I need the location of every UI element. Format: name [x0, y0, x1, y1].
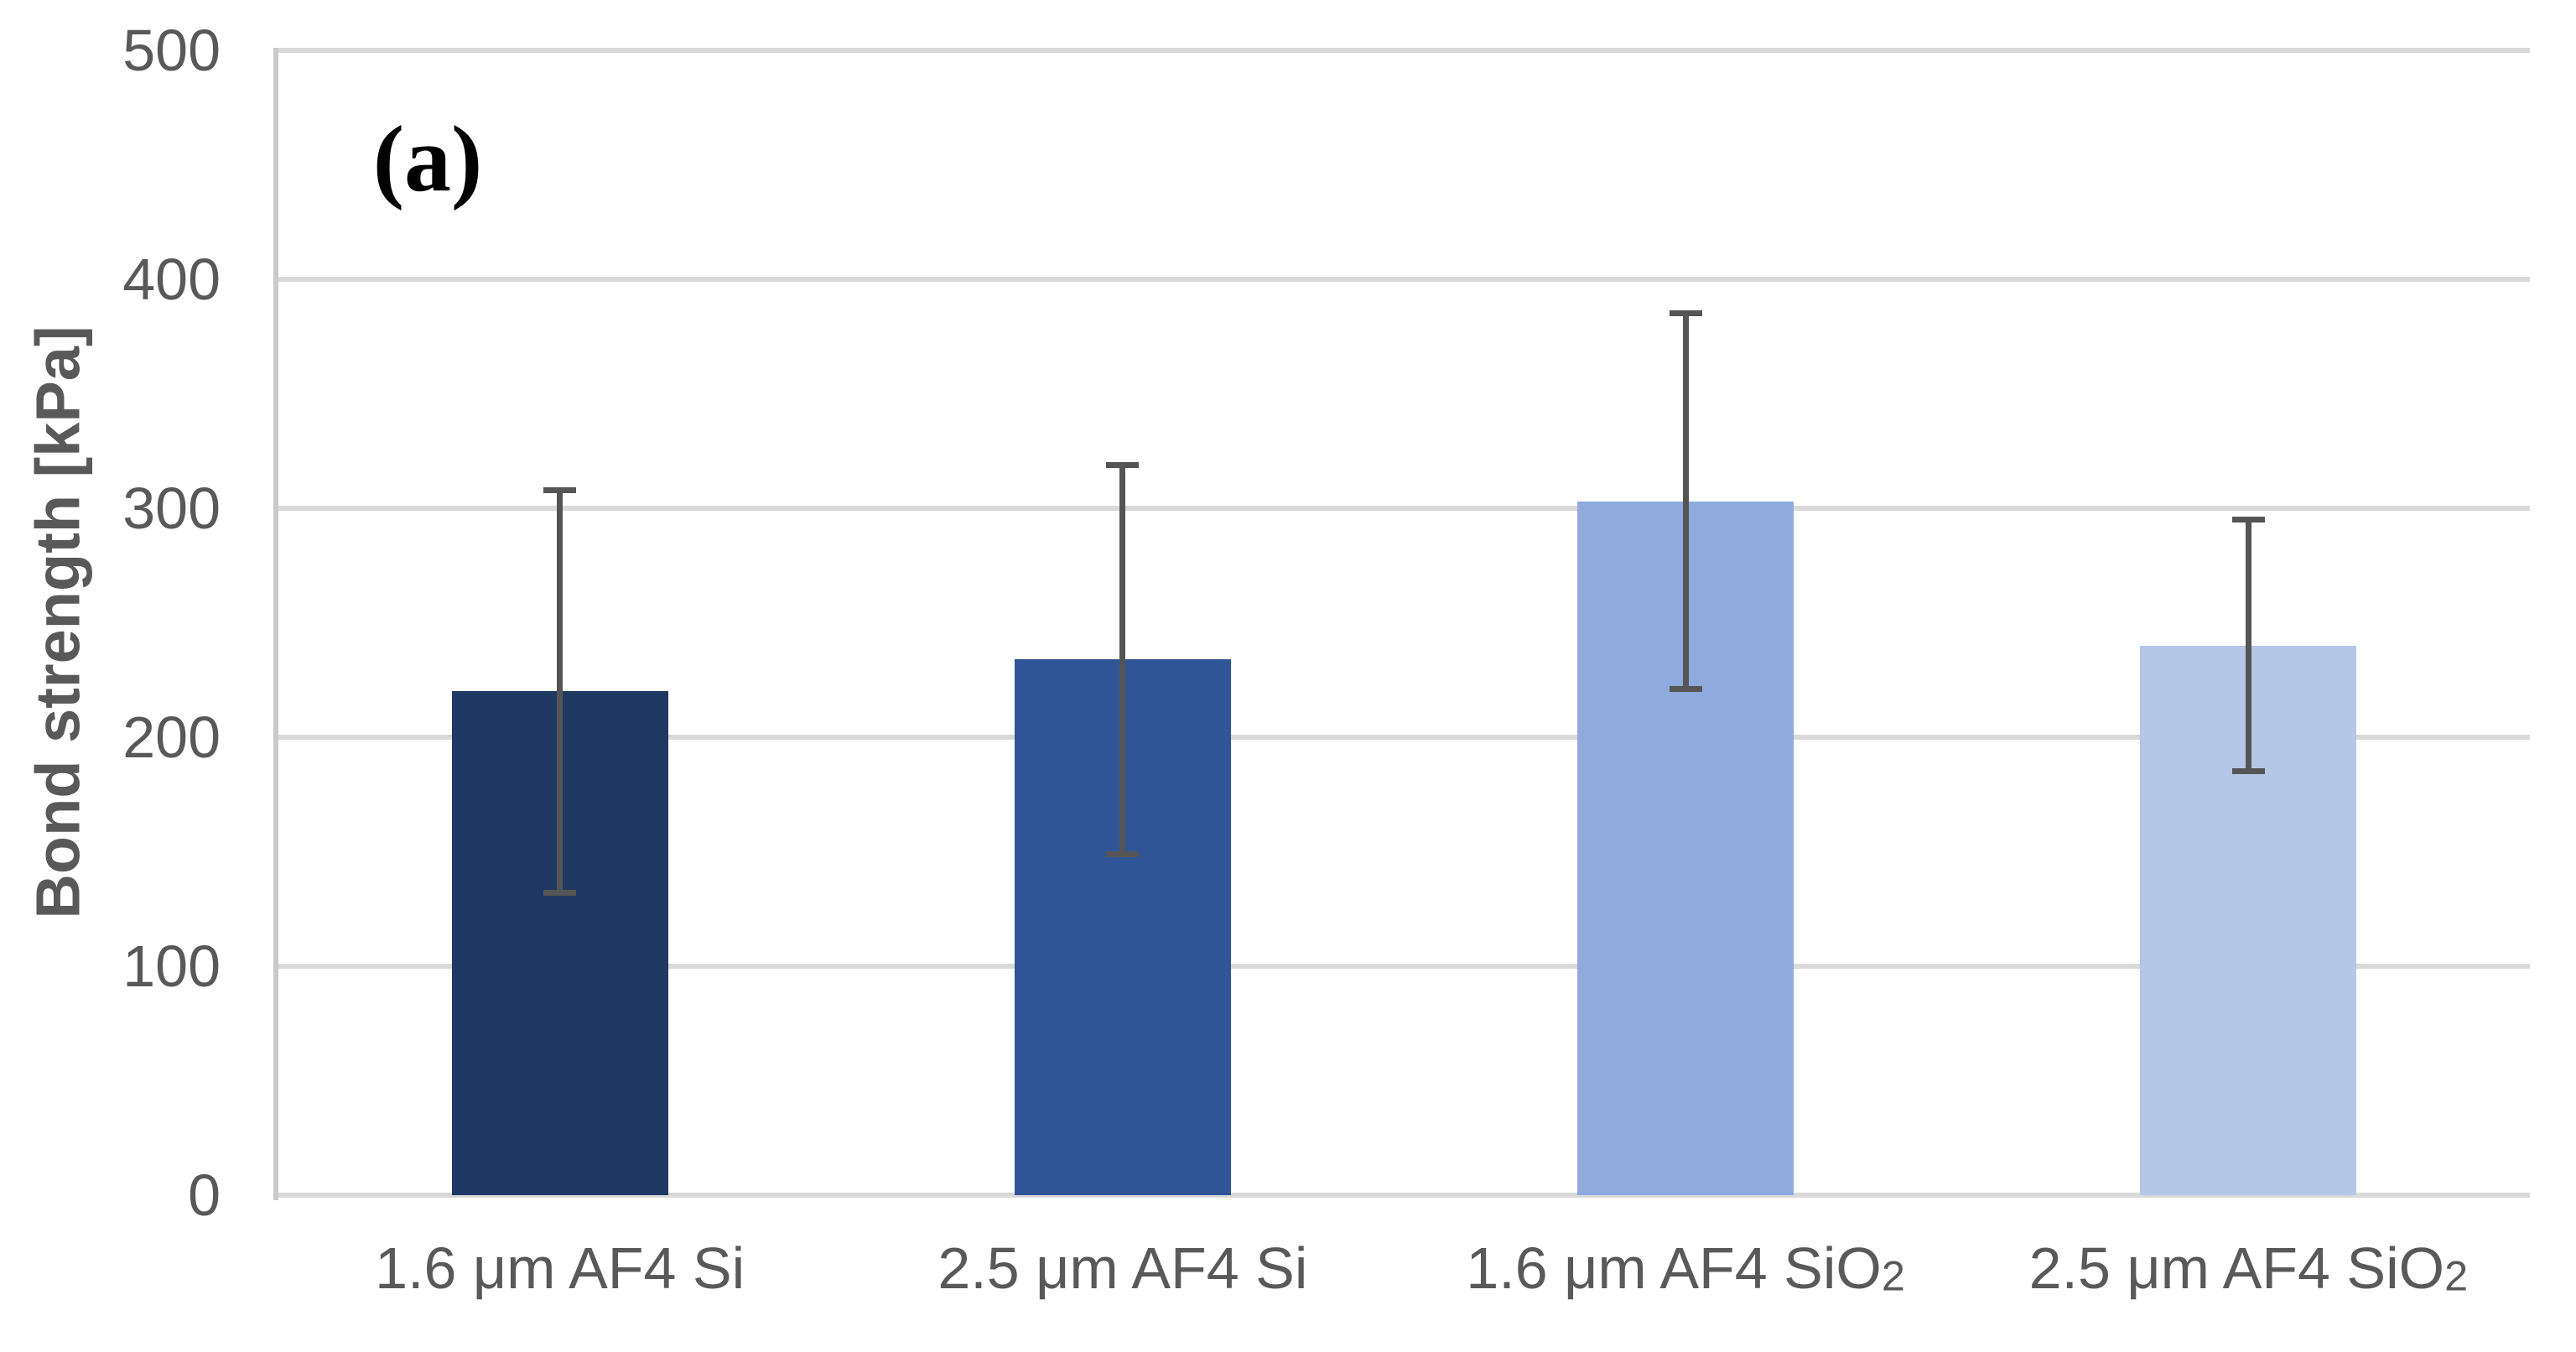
plot-area [278, 48, 2530, 1198]
error-bar-line-4 [2245, 519, 2251, 772]
y-tick-label-200: 200 [122, 705, 221, 770]
error-bar-cap-bottom-3 [1669, 686, 1702, 693]
error-bar-cap-top-1 [543, 486, 577, 493]
category-label-text: 1.6 μm AF4 SiO [1466, 1235, 1882, 1301]
error-bar-cap-top-4 [2231, 517, 2265, 523]
category-label-subscript: 2 [1881, 1251, 1905, 1300]
gridline-400 [278, 277, 2530, 282]
category-label-subscript: 2 [2444, 1251, 2469, 1300]
y-tick-label-0: 0 [188, 1162, 221, 1228]
error-bar-line-2 [1119, 465, 1126, 855]
y-tick-label-500: 500 [122, 18, 221, 83]
gridline-500 [278, 48, 2530, 53]
error-bar-line-1 [557, 490, 564, 893]
error-bar-cap-bottom-2 [1106, 850, 1140, 857]
y-axis-title: Bond strength [kPa] [23, 325, 93, 919]
error-bar-line-3 [1682, 313, 1689, 689]
category-label-2: 2.5 μm AF4 Si [841, 1235, 1404, 1302]
category-label-1: 1.6 μm AF4 Si [278, 1235, 841, 1302]
category-label-3: 1.6 μm AF4 SiO2 [1405, 1235, 1967, 1310]
error-bar-cap-top-2 [1106, 461, 1140, 468]
category-label-text: 2.5 μm AF4 Si [937, 1235, 1308, 1301]
gridline-0 [278, 1193, 2530, 1198]
gridline-200 [278, 735, 2530, 740]
error-bar-cap-bottom-4 [2231, 768, 2265, 775]
category-label-4: 2.5 μm AF4 SiO2 [1967, 1235, 2530, 1310]
y-axis-line [273, 48, 278, 1200]
y-tick-label-400: 400 [122, 247, 221, 312]
y-tick-label-100: 100 [122, 933, 221, 999]
gridline-100 [278, 964, 2530, 969]
category-label-text: 2.5 μm AF4 SiO [2028, 1235, 2445, 1301]
error-bar-cap-bottom-1 [543, 890, 577, 897]
gridline-300 [278, 506, 2530, 511]
y-tick-label-300: 300 [122, 476, 221, 541]
category-label-text: 1.6 μm AF4 Si [375, 1235, 745, 1301]
panel-label: (a) [372, 107, 483, 211]
error-bar-cap-top-3 [1669, 310, 1702, 317]
